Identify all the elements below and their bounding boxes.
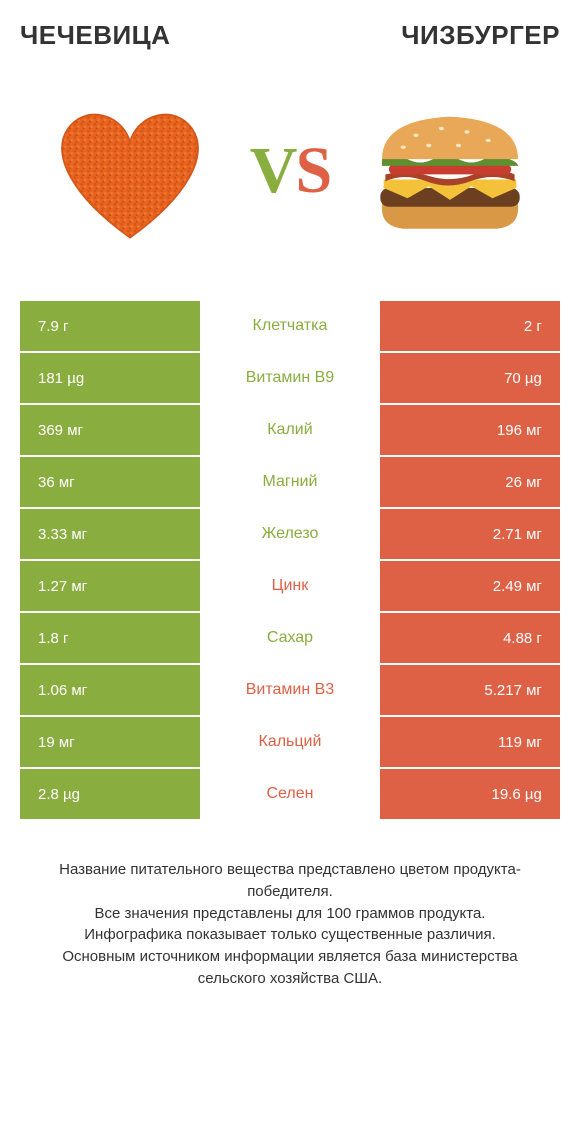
left-value-cell: 3.33 мг (20, 509, 200, 559)
comparison-table: 7.9 гКлетчатка2 г181 µgВитамин B970 µg36… (20, 301, 560, 819)
right-value-cell: 2.71 мг (380, 509, 560, 559)
right-value-cell: 5.217 мг (380, 665, 560, 715)
right-value-cell: 2 г (380, 301, 560, 351)
left-food-image (40, 91, 220, 251)
right-value-cell: 119 мг (380, 717, 560, 767)
right-value-cell: 70 µg (380, 353, 560, 403)
table-row: 7.9 гКлетчатка2 г (20, 301, 560, 351)
nutrient-label: Сахар (200, 613, 380, 663)
left-value-cell: 19 мг (20, 717, 200, 767)
table-row: 369 мгКалий196 мг (20, 405, 560, 455)
nutrient-label: Цинк (200, 561, 380, 611)
nutrient-label: Витамин B9 (200, 353, 380, 403)
left-value-cell: 181 µg (20, 353, 200, 403)
left-value-cell: 1.06 мг (20, 665, 200, 715)
right-title: ЧИЗБУРГЕР (401, 20, 560, 51)
nutrient-label: Железо (200, 509, 380, 559)
nutrient-label: Витамин B3 (200, 665, 380, 715)
nutrient-label: Клетчатка (200, 301, 380, 351)
table-row: 36 мгМагний26 мг (20, 457, 560, 507)
hero-row: VS (20, 71, 560, 271)
vs-label: VS (250, 133, 330, 209)
titles-row: ЧЕЧЕВИЦА ЧИЗБУРГЕР (20, 20, 560, 51)
table-row: 1.27 мгЦинк2.49 мг (20, 561, 560, 611)
vs-v: V (250, 134, 296, 207)
table-row: 1.06 мгВитамин B35.217 мг (20, 665, 560, 715)
left-value-cell: 1.27 мг (20, 561, 200, 611)
left-value-cell: 369 мг (20, 405, 200, 455)
left-value-cell: 7.9 г (20, 301, 200, 351)
table-row: 19 мгКальций119 мг (20, 717, 560, 767)
nutrient-label: Селен (200, 769, 380, 819)
left-title: ЧЕЧЕВИЦА (20, 20, 170, 51)
table-row: 181 µgВитамин B970 µg (20, 353, 560, 403)
right-value-cell: 19.6 µg (380, 769, 560, 819)
cheeseburger-icon (365, 101, 535, 241)
footer-line-3: Инфографика показывает только существенн… (30, 924, 550, 946)
right-value-cell: 2.49 мг (380, 561, 560, 611)
lentil-heart-icon (45, 96, 215, 246)
footer-line-4: Основным источником информации является … (30, 946, 550, 990)
footer-notes: Название питательного вещества представл… (20, 859, 560, 990)
vs-s: S (295, 134, 330, 207)
right-food-image (360, 91, 540, 251)
nutrient-label: Калий (200, 405, 380, 455)
right-value-cell: 26 мг (380, 457, 560, 507)
table-row: 1.8 гСахар4.88 г (20, 613, 560, 663)
table-row: 3.33 мгЖелезо2.71 мг (20, 509, 560, 559)
right-value-cell: 196 мг (380, 405, 560, 455)
infographic-container: ЧЕЧЕВИЦА ЧИЗБУРГЕР VS (0, 0, 580, 1144)
left-value-cell: 36 мг (20, 457, 200, 507)
left-value-cell: 2.8 µg (20, 769, 200, 819)
left-value-cell: 1.8 г (20, 613, 200, 663)
footer-line-1: Название питательного вещества представл… (30, 859, 550, 903)
table-row: 2.8 µgСелен19.6 µg (20, 769, 560, 819)
nutrient-label: Кальций (200, 717, 380, 767)
footer-line-2: Все значения представлены для 100 граммо… (30, 903, 550, 925)
nutrient-label: Магний (200, 457, 380, 507)
right-value-cell: 4.88 г (380, 613, 560, 663)
